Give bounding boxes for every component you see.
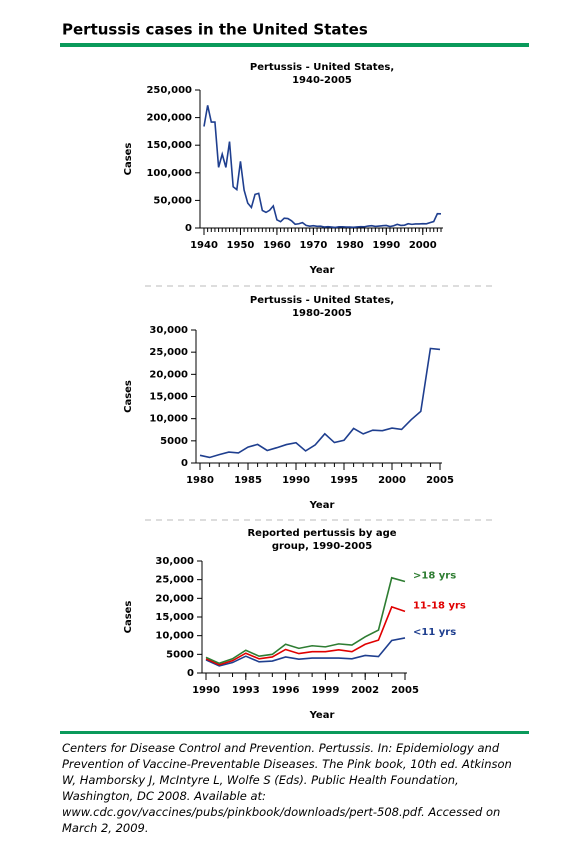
citation-line: March 2, 2009.: [62, 821, 149, 835]
y-tick-label: 30,000: [155, 556, 194, 567]
x-axis-label: Year: [309, 500, 335, 511]
header-rule: [60, 43, 529, 47]
y-tick-label: 5000: [160, 436, 188, 447]
chart-title: group, 1990-2005: [272, 541, 372, 552]
x-tick-label: 1993: [232, 685, 260, 696]
line-series: [205, 637, 406, 667]
x-axis-label: Year: [309, 710, 335, 721]
x-tick-label: 1950: [227, 240, 255, 251]
y-tick-label: 30,000: [149, 325, 188, 336]
chart-title: 1940-2005: [292, 75, 352, 86]
y-tick-label: 15,000: [155, 612, 194, 623]
x-tick-label: 1999: [311, 685, 339, 696]
chart-title: Pertussis - United States,: [250, 295, 394, 306]
x-tick-label: 1990: [282, 475, 310, 486]
citation-line: Washington, DC 2008. Available at:: [62, 789, 266, 803]
y-tick-label: 150,000: [146, 140, 192, 151]
x-tick-label: 2002: [351, 685, 379, 696]
y-tick-label: 25,000: [155, 575, 194, 586]
y-tick-label: 0: [181, 458, 188, 469]
x-tick-label: 1995: [330, 475, 358, 486]
x-tick-label: 2005: [426, 475, 454, 486]
series-label: >18 yrs: [413, 571, 456, 582]
page-title: Pertussis cases in the United States: [62, 21, 368, 39]
x-tick-label: 1985: [234, 475, 262, 486]
x-tick-label: 1960: [263, 240, 291, 251]
y-tick-label: 250,000: [146, 85, 192, 96]
x-tick-label: 1940: [190, 240, 218, 251]
y-tick-label: 200,000: [146, 113, 192, 124]
chart-title: Pertussis - United States,: [250, 62, 394, 73]
y-tick-label: 5000: [166, 649, 194, 660]
y-tick-label: 25,000: [149, 347, 188, 358]
chart-title: Reported pertussis by age: [247, 528, 396, 539]
y-tick-label: 10,000: [155, 631, 194, 642]
y-tick-label: 0: [185, 223, 192, 234]
line-series: [205, 576, 406, 665]
x-tick-label: 1980: [336, 240, 364, 251]
footer-rule: [60, 731, 529, 734]
line-series: [203, 105, 442, 229]
x-tick-label: 2000: [409, 240, 437, 251]
y-tick-label: 20,000: [155, 593, 194, 604]
y-tick-label: 50,000: [153, 195, 192, 206]
citation-line: W, Hamborsky J, McIntyre L, Wolfe S (Eds…: [62, 773, 459, 787]
x-tick-label: 1990: [372, 240, 400, 251]
line-series: [199, 347, 441, 459]
x-tick-label: 2000: [378, 475, 406, 486]
x-tick-label: 2005: [391, 685, 419, 696]
y-tick-label: 10,000: [149, 414, 188, 425]
x-tick-label: 1970: [299, 240, 327, 251]
citation-line: Centers for Disease Control and Preventi…: [62, 741, 500, 755]
line-series: [205, 605, 406, 666]
y-tick-label: 15,000: [149, 392, 188, 403]
series-label: <11 yrs: [413, 627, 456, 638]
citation-line: Prevention of Vaccine-Preventable Diseas…: [62, 757, 512, 771]
citation-line: www.cdc.gov/vaccines/pubs/pinkbook/downl…: [62, 805, 501, 819]
y-tick-label: 100,000: [146, 168, 192, 179]
series-label: 11-18 yrs: [413, 600, 466, 611]
citation: Centers for Disease Control and Preventi…: [62, 740, 532, 836]
x-tick-label: 1990: [192, 685, 220, 696]
x-tick-label: 1996: [272, 685, 300, 696]
y-tick-label: 0: [187, 668, 194, 679]
y-axis-label: Cases: [123, 380, 134, 413]
y-axis-label: Cases: [123, 143, 134, 176]
x-tick-label: 1980: [186, 475, 214, 486]
y-axis-label: Cases: [123, 601, 134, 634]
y-tick-label: 20,000: [149, 369, 188, 380]
chart-title: 1980-2005: [292, 308, 352, 319]
x-axis-label: Year: [309, 265, 335, 276]
